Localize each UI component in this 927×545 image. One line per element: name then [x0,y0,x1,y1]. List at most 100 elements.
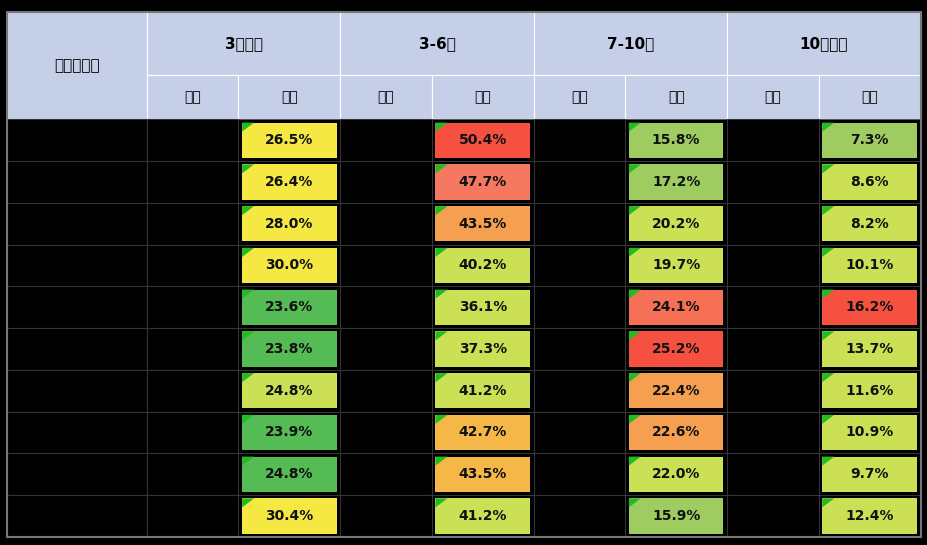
Text: 43.5%: 43.5% [458,467,506,481]
Polygon shape [242,498,254,507]
Polygon shape [629,331,641,341]
Polygon shape [435,165,447,173]
Bar [431,411,533,453]
Polygon shape [821,373,833,382]
Text: 占比: 占比 [570,90,587,104]
Bar [821,123,916,158]
Text: 43.5%: 43.5% [458,217,506,231]
Bar [340,370,431,411]
Bar [533,411,625,453]
Bar [431,75,533,119]
Bar [7,12,146,119]
Text: 28.0%: 28.0% [265,217,313,231]
Text: 占比: 占比 [764,90,781,104]
Text: 二手车结构: 二手车结构 [55,58,100,73]
Text: 30.4%: 30.4% [265,509,313,523]
Bar [818,119,920,161]
Bar [146,203,238,245]
Bar [238,286,340,328]
Bar [242,165,337,199]
Text: 19.7%: 19.7% [652,258,700,272]
Text: 3-6年: 3-6年 [418,36,455,51]
Bar [238,245,340,286]
Text: 23.8%: 23.8% [265,342,313,356]
Bar [238,75,340,119]
Bar [7,119,146,161]
Bar [821,248,916,283]
Bar [146,495,238,537]
Bar [242,248,337,283]
Bar [818,75,920,119]
Polygon shape [435,206,447,215]
Bar [431,203,533,245]
Text: 50.4%: 50.4% [458,133,506,147]
Bar [146,119,238,161]
Text: 7.3%: 7.3% [849,133,888,147]
Bar [533,328,625,370]
Polygon shape [629,415,641,424]
Bar [435,206,529,241]
Bar [431,245,533,286]
Text: 15.8%: 15.8% [652,133,700,147]
Bar [727,203,818,245]
Polygon shape [821,165,833,173]
Bar [625,495,727,537]
Bar [727,119,818,161]
Text: 10年以上: 10年以上 [799,36,847,51]
Polygon shape [629,457,641,465]
Bar [629,498,723,534]
Bar [727,495,818,537]
Text: 41.2%: 41.2% [458,384,506,398]
Polygon shape [821,248,833,257]
Bar [340,75,431,119]
Text: 40.2%: 40.2% [458,258,506,272]
Bar [7,245,146,286]
Text: 42.7%: 42.7% [458,426,506,439]
Bar [7,286,146,328]
Bar [340,328,431,370]
Polygon shape [821,415,833,424]
Bar [340,161,431,203]
Bar [146,328,238,370]
Bar [533,286,625,328]
Bar [431,370,533,411]
Text: 22.4%: 22.4% [652,384,700,398]
Bar [435,289,529,325]
Text: 24.1%: 24.1% [652,300,700,314]
Polygon shape [821,123,833,132]
Bar [7,203,146,245]
Bar [435,498,529,534]
Bar [431,453,533,495]
Bar [625,75,727,119]
Bar [625,286,727,328]
Text: 24.8%: 24.8% [265,384,313,398]
Bar [818,370,920,411]
Bar [625,245,727,286]
Bar [821,457,916,492]
Bar [821,165,916,199]
Bar [629,457,723,492]
Polygon shape [242,248,254,257]
Bar [242,123,337,158]
Polygon shape [629,373,641,382]
Polygon shape [821,457,833,465]
Text: 47.7%: 47.7% [458,175,506,189]
Bar [7,328,146,370]
Polygon shape [242,206,254,215]
Polygon shape [821,331,833,341]
Bar [242,373,337,408]
Bar [818,203,920,245]
Polygon shape [242,373,254,382]
Text: 23.6%: 23.6% [265,300,313,314]
Bar [629,165,723,199]
Polygon shape [629,123,641,132]
Bar [727,245,818,286]
Text: 41.2%: 41.2% [458,509,506,523]
Bar [242,289,337,325]
Bar [242,415,337,450]
Bar [727,12,920,75]
Bar [727,75,818,119]
Polygon shape [629,498,641,507]
Polygon shape [435,123,447,132]
Text: 23.9%: 23.9% [265,426,313,439]
